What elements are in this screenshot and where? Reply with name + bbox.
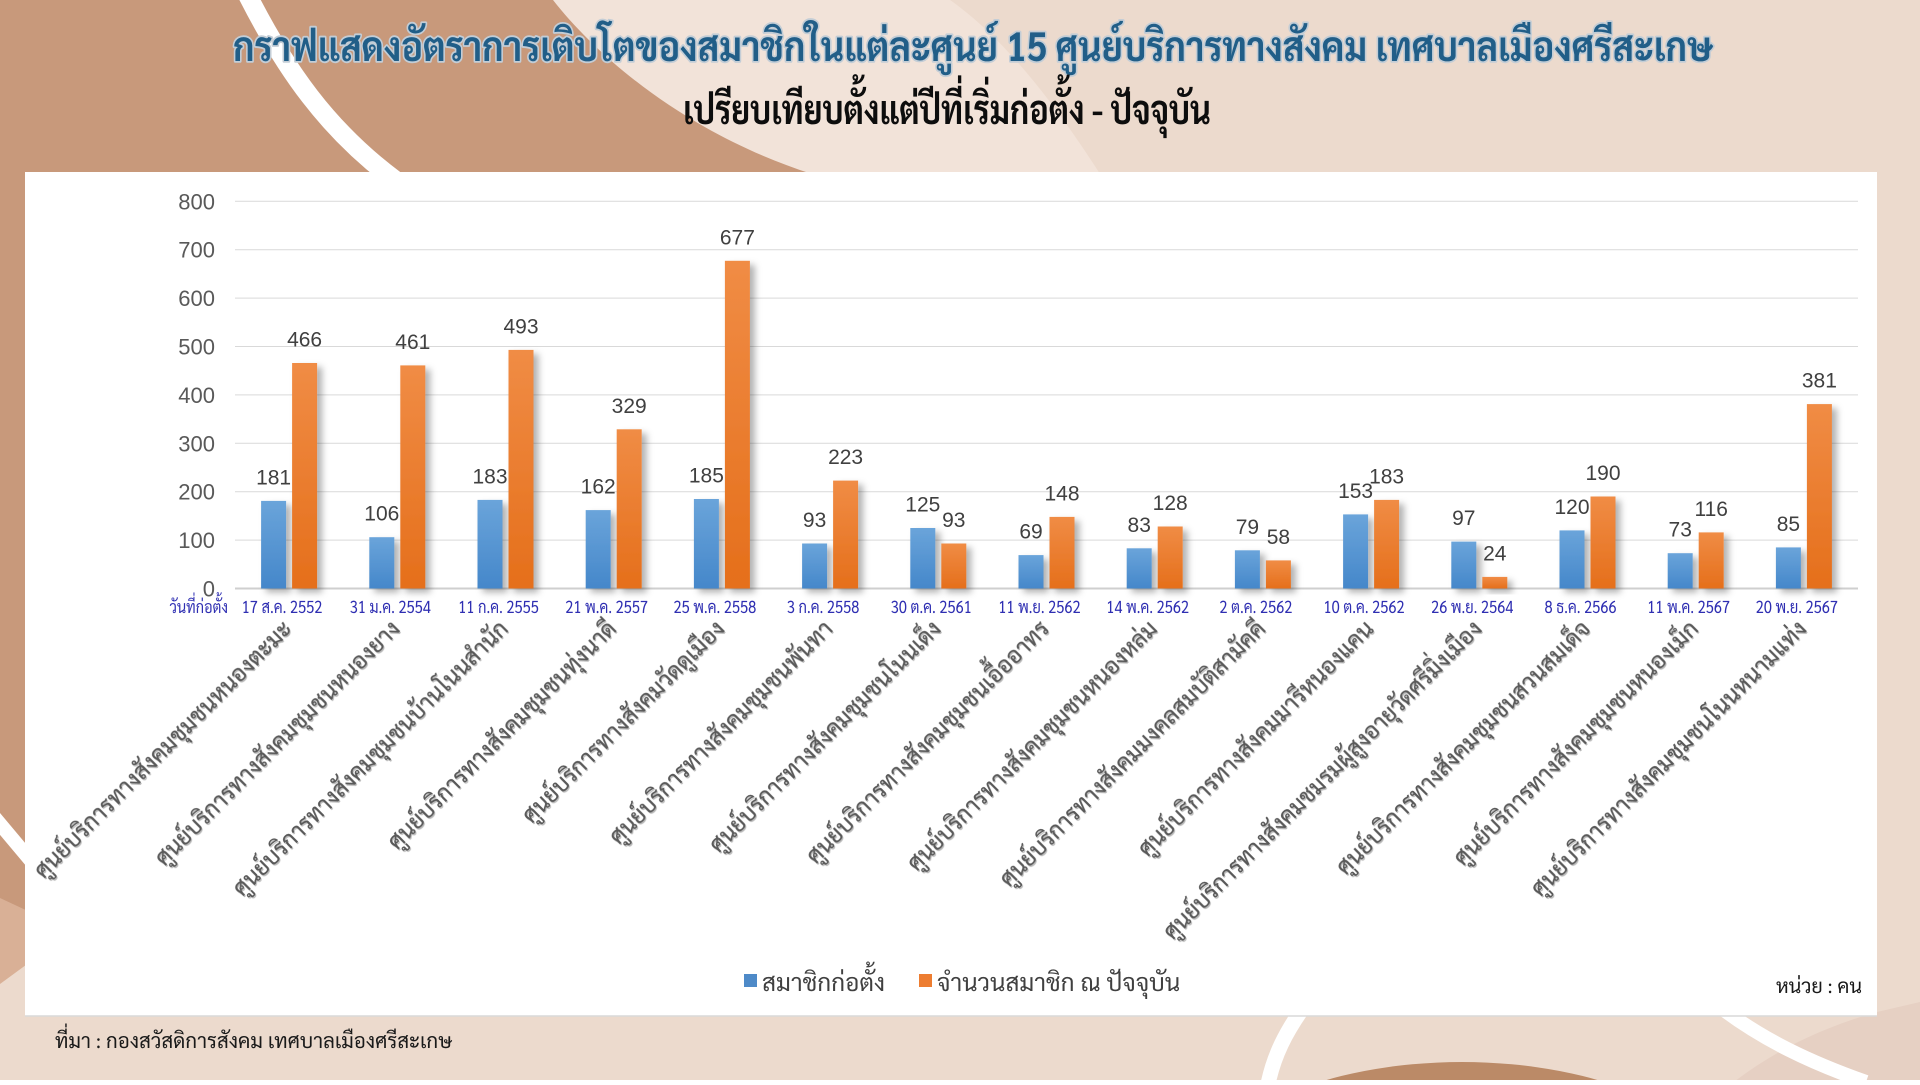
svg-text:493: 493 [503,315,538,338]
svg-text:100: 100 [178,528,215,553]
svg-text:461: 461 [395,331,430,354]
svg-text:400: 400 [178,383,215,408]
svg-text:153: 153 [1338,480,1373,503]
svg-text:700: 700 [178,238,215,263]
svg-text:500: 500 [178,335,215,360]
svg-text:83: 83 [1128,514,1151,537]
svg-text:73: 73 [1669,519,1692,542]
svg-text:93: 93 [803,509,826,532]
svg-text:185: 185 [689,465,724,488]
svg-text:183: 183 [472,465,507,488]
svg-text:181: 181 [256,466,291,489]
svg-text:162: 162 [581,476,616,499]
svg-text:183: 183 [1369,465,1404,488]
svg-text:148: 148 [1044,482,1079,505]
svg-text:116: 116 [1694,498,1727,521]
svg-text:106: 106 [364,503,399,526]
svg-text:79: 79 [1236,516,1259,539]
svg-text:93: 93 [942,509,965,532]
svg-text:329: 329 [612,395,647,418]
svg-text:800: 800 [178,189,215,214]
svg-text:120: 120 [1554,496,1589,519]
svg-text:24: 24 [1483,542,1507,565]
svg-text:128: 128 [1153,492,1188,515]
svg-text:190: 190 [1585,462,1620,485]
svg-text:600: 600 [178,286,215,311]
svg-text:223: 223 [828,446,863,469]
svg-text:381: 381 [1802,370,1837,393]
svg-text:58: 58 [1267,526,1290,549]
svg-text:69: 69 [1019,521,1042,544]
svg-text:677: 677 [720,226,755,249]
svg-text:0: 0 [203,577,215,602]
svg-text:300: 300 [178,431,215,456]
svg-text:125: 125 [905,494,940,517]
svg-text:97: 97 [1452,507,1475,530]
svg-text:85: 85 [1777,513,1800,536]
svg-text:200: 200 [178,480,215,505]
svg-text:466: 466 [287,329,322,352]
